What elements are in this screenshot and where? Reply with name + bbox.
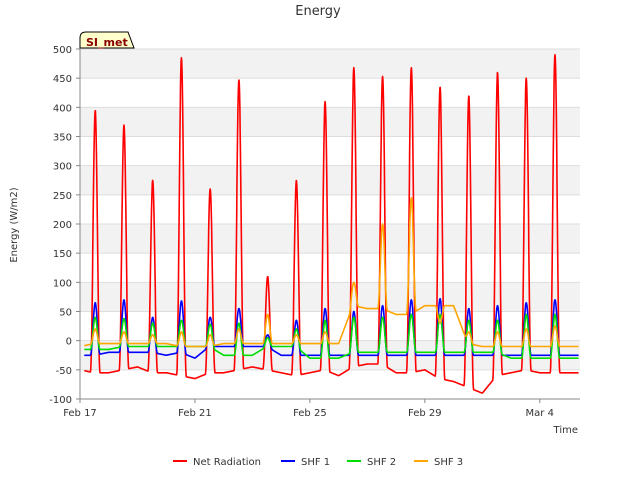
plot-band	[80, 49, 580, 79]
x-tick-label: Feb 21	[178, 408, 212, 419]
y-tick-label: 150	[53, 249, 72, 260]
y-tick-label: -50	[56, 366, 72, 377]
y-axis-label: Energy (W/m2)	[9, 187, 20, 262]
y-tick-label: 200	[53, 220, 72, 231]
y-tick-label: 100	[53, 278, 72, 289]
y-tick-label: 500	[53, 45, 72, 56]
plot-band	[80, 107, 580, 137]
series-layer	[83, 54, 580, 394]
y-tick-label: 0	[66, 337, 72, 348]
y-tick-label: 300	[53, 162, 72, 173]
y-tick-label: 250	[53, 191, 72, 202]
series-line-0	[83, 54, 580, 394]
y-tick-label: 50	[59, 308, 72, 319]
plot-band	[80, 369, 580, 399]
y-tick-label: 400	[53, 103, 72, 114]
y-tick-label: 450	[53, 74, 72, 85]
legend-label-0: Net Radiation	[193, 457, 261, 468]
series-line-1	[83, 298, 580, 359]
y-tick-label: -100	[49, 395, 72, 406]
x-tick-label: Mar 4	[526, 408, 554, 419]
plot-band	[80, 165, 580, 195]
x-axis-label: Time	[553, 425, 578, 436]
chart-title: Energy	[295, 4, 341, 19]
plot-band	[80, 136, 580, 166]
plot-band	[80, 224, 580, 254]
plot-band	[80, 78, 580, 108]
site-badge-label: SI_met	[86, 36, 128, 49]
y-tick-label: 350	[53, 133, 72, 144]
site-badge: SI_met	[79, 31, 135, 49]
plot-band	[80, 253, 580, 283]
legend-label-3: SHF 3	[434, 457, 463, 468]
series-line-3	[83, 197, 580, 348]
x-tick-labels: Feb 17 Feb 21 Feb 25 Feb 29 Mar 4	[63, 399, 554, 419]
series-line-2	[83, 313, 580, 359]
legend-label-2: SHF 2	[367, 457, 396, 468]
plot-band	[80, 194, 580, 224]
legend: Net Radiation SHF 1 SHF 2 SHF 3	[173, 457, 463, 468]
x-tick-label: Feb 29	[408, 408, 442, 419]
legend-label-1: SHF 1	[301, 457, 330, 468]
plot-background	[80, 49, 580, 399]
x-tick-label: Feb 25	[293, 408, 327, 419]
x-tick-label: Feb 17	[63, 408, 97, 419]
y-tick-labels: -100 -50 0 50 100 150 200 250 300 350 400 450 500	[49, 45, 80, 406]
